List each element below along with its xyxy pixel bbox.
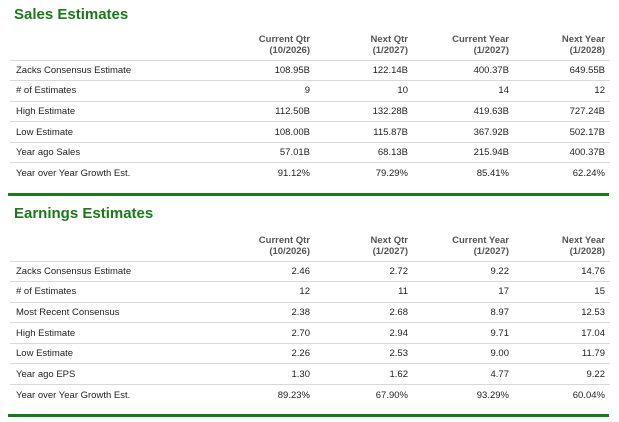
cell-value: 11.79 xyxy=(514,343,610,365)
table-row: Year ago EPS 1.30 1.62 4.77 9.22 xyxy=(10,363,610,386)
cell-value: 67.90% xyxy=(375,389,408,401)
cell-value: 17 xyxy=(413,281,514,303)
table-row: Year over Year Growth Est. 89.23% 67.90%… xyxy=(10,385,610,406)
row-label: Zacks Consensus Estimate xyxy=(10,60,188,82)
cell-value: 9.00 xyxy=(413,343,514,365)
cell-value: 2.94 xyxy=(315,322,413,344)
column-header-current-year: Current Year (1/2027) xyxy=(413,31,514,61)
cell-value: 1.30 xyxy=(188,363,315,386)
cell-value: 727.24B xyxy=(514,101,610,123)
cell-value: 108.95B xyxy=(188,60,315,82)
cell-value: 12.53 xyxy=(514,302,610,324)
cell-value: 502.17B xyxy=(514,121,610,143)
column-header-next-qtr: Next Qtr (1/2027) xyxy=(315,232,413,262)
cell-value: 4.77 xyxy=(413,363,514,386)
row-label: Zacks Consensus Estimate xyxy=(10,261,188,283)
cell-value: 12 xyxy=(514,80,610,102)
cell-value: 85.41% xyxy=(476,168,509,180)
row-label: # of Estimates xyxy=(10,80,188,102)
row-label-header xyxy=(10,232,188,262)
table-row: Zacks Consensus Estimate 108.95B 122.14B… xyxy=(10,60,610,82)
cell-value: 9.71 xyxy=(413,322,514,344)
earnings-estimates-title: Earnings Estimates xyxy=(14,205,154,222)
cell-value: 400.37B xyxy=(413,60,514,82)
table-header-row: Current Qtr (10/2026) Next Qtr (1/2027) Cu… xyxy=(10,31,610,61)
row-label-header xyxy=(10,31,188,61)
cell-value: 12 xyxy=(188,281,315,303)
cell-value: 2.46 xyxy=(188,261,315,283)
cell-value: 1.62 xyxy=(315,363,413,386)
table-row: Most Recent Consensus 2.38 2.68 8.97 12.… xyxy=(10,302,610,324)
section-divider xyxy=(8,193,609,196)
cell-value: 2.70 xyxy=(188,322,315,344)
table-row: Year over Year Growth Est. 91.12% 79.29%… xyxy=(10,163,610,184)
cell-value: 2.26 xyxy=(188,343,315,365)
cell-value: 132.28B xyxy=(315,101,413,123)
cell-value: 9.22 xyxy=(514,363,610,386)
cell-value: 14.76 xyxy=(514,261,610,283)
cell-value: 14 xyxy=(413,80,514,102)
row-label: Year ago EPS xyxy=(10,363,188,386)
cell-value: 2.38 xyxy=(188,302,315,324)
table-row: Year ago Sales 57.01B 68.13B 215.94B 400… xyxy=(10,142,610,164)
cell-value: 367.92B xyxy=(413,121,514,143)
cell-value: 8.97 xyxy=(413,302,514,324)
table-row: Low Estimate 2.26 2.53 9.00 11.79 xyxy=(10,343,610,365)
earnings-estimates-table: Current Qtr (10/2026) Next Qtr (1/2027) Cu… xyxy=(10,232,610,405)
cell-value: 62.24% xyxy=(572,168,605,180)
cell-value: 57.01B xyxy=(188,142,315,164)
cell-value: 9.22 xyxy=(413,261,514,283)
cell-value: 215.94B xyxy=(413,142,514,164)
table-row: Low Estimate 108.00B 115.87B 367.92B 502… xyxy=(10,121,610,143)
table-row: High Estimate 2.70 2.94 9.71 17.04 xyxy=(10,322,610,344)
row-label: Most Recent Consensus xyxy=(10,302,188,324)
column-header-next-qtr: Next Qtr (1/2027) xyxy=(315,31,413,61)
table-row: High Estimate 112.50B 132.28B 419.63B 72… xyxy=(10,101,610,123)
row-label: Year ago Sales xyxy=(10,142,188,164)
cell-value: 89.23% xyxy=(277,389,310,401)
row-label: # of Estimates xyxy=(10,281,188,303)
table-row: # of Estimates 12 11 17 15 xyxy=(10,281,610,303)
row-label: Low Estimate xyxy=(10,121,188,143)
cell-value: 112.50B xyxy=(188,101,315,123)
cell-value: 15 xyxy=(514,281,610,303)
table-row: # of Estimates 9 10 14 12 xyxy=(10,80,610,102)
section-divider xyxy=(8,414,609,417)
cell-value: 400.37B xyxy=(514,142,610,164)
cell-value: 60.04% xyxy=(572,389,605,401)
column-header-current-qtr: Current Qtr (10/2026) xyxy=(188,31,315,61)
cell-value: 11 xyxy=(315,281,413,303)
column-header-next-year: Next Year (1/2028) xyxy=(514,232,610,262)
sales-estimates-table: Current Qtr (10/2026) Next Qtr (1/2027) Cu… xyxy=(10,31,610,184)
table-header-row: Current Qtr (10/2026) Next Qtr (1/2027) Cu… xyxy=(10,232,610,262)
cell-value: 17.04 xyxy=(514,322,610,344)
sales-estimates-title: Sales Estimates xyxy=(14,6,129,23)
row-label: High Estimate xyxy=(10,101,188,123)
cell-value: 79.29% xyxy=(375,168,408,180)
cell-value: 93.29% xyxy=(476,389,509,401)
cell-value: 91.12% xyxy=(277,168,310,180)
cell-value: 649.55B xyxy=(514,60,610,82)
row-label: Low Estimate xyxy=(10,343,188,365)
cell-value: 122.14B xyxy=(315,60,413,82)
column-header-current-year: Current Year (1/2027) xyxy=(413,232,514,262)
cell-value: 2.72 xyxy=(315,261,413,283)
cell-value: 9 xyxy=(188,80,315,102)
column-header-current-qtr: Current Qtr (10/2026) xyxy=(188,232,315,262)
cell-value: 2.68 xyxy=(315,302,413,324)
cell-value: 108.00B xyxy=(188,121,315,143)
cell-value: 419.63B xyxy=(413,101,514,123)
cell-value: 115.87B xyxy=(315,121,413,143)
cell-value: 10 xyxy=(315,80,413,102)
row-label: Year over Year Growth Est. xyxy=(16,168,131,180)
row-label: High Estimate xyxy=(10,322,188,344)
cell-value: 68.13B xyxy=(315,142,413,164)
table-row: Zacks Consensus Estimate 2.46 2.72 9.22 … xyxy=(10,261,610,283)
column-header-next-year: Next Year (1/2028) xyxy=(514,31,610,61)
row-label: Year over Year Growth Est. xyxy=(16,389,131,401)
cell-value: 2.53 xyxy=(315,343,413,365)
